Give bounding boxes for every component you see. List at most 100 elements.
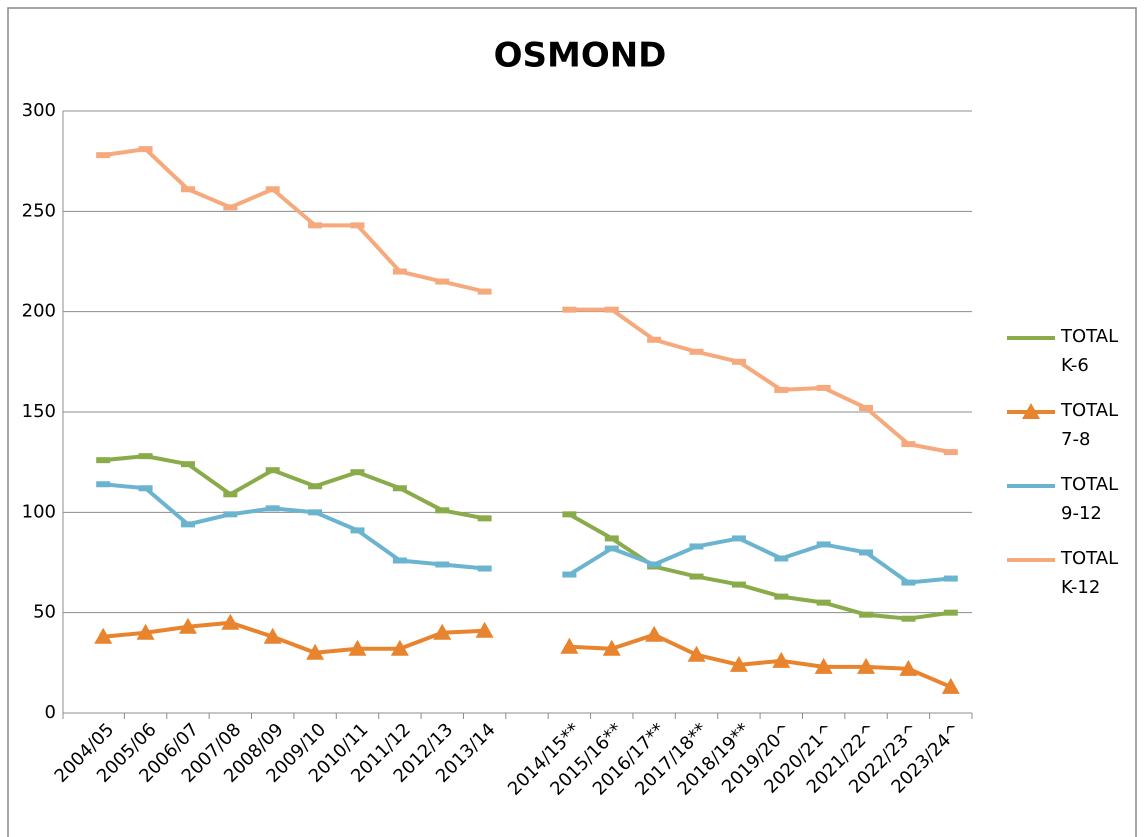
point-marker (859, 549, 874, 556)
point-marker (859, 404, 874, 411)
point-marker (392, 485, 407, 492)
point-marker (223, 491, 238, 498)
point-marker (96, 481, 111, 488)
point-marker (604, 535, 619, 542)
point-marker (94, 627, 113, 644)
y-tick-label: 0 (45, 702, 56, 723)
legend-item: TOTAL 7-8 (1005, 396, 1135, 470)
point-marker (731, 581, 746, 588)
point-marker (943, 575, 958, 582)
point-marker (602, 639, 621, 656)
point-marker (901, 615, 916, 622)
point-marker (223, 511, 238, 518)
legend-swatch (1007, 558, 1055, 562)
series-line (103, 620, 952, 689)
point-marker (731, 358, 746, 365)
point-marker (689, 543, 704, 550)
point-marker (136, 623, 155, 640)
point-marker (96, 457, 111, 464)
point-marker (899, 659, 918, 676)
point-marker (96, 152, 111, 159)
point-marker (647, 336, 662, 343)
point-marker (221, 613, 240, 630)
point-marker (477, 288, 492, 295)
legend-item: TOTAL K-12 (1005, 544, 1135, 618)
chart-frame (7, 7, 1137, 837)
legend-marker (1022, 403, 1040, 419)
point-marker (350, 527, 365, 534)
point-marker (774, 593, 789, 600)
point-marker (560, 637, 579, 654)
point-marker (814, 657, 833, 674)
point-marker (265, 505, 280, 512)
point-marker (731, 535, 746, 542)
point-marker (435, 507, 450, 514)
point-marker (138, 485, 153, 492)
legend-swatch (1007, 336, 1055, 340)
chart-title: OSMOND (494, 36, 667, 76)
y-tick-label: 250 (22, 200, 56, 221)
point-marker (263, 627, 282, 644)
point-marker (689, 348, 704, 355)
point-marker (178, 617, 197, 634)
point-marker (180, 461, 195, 468)
legend: TOTAL K-6 TOTAL 7-8 TOTAL 9-12 TOTAL K-12 (1005, 322, 1135, 618)
point-marker (138, 146, 153, 153)
point-marker (816, 541, 831, 548)
legend-swatch (1007, 403, 1055, 419)
point-marker (392, 268, 407, 275)
point-marker (647, 561, 662, 568)
point-marker (774, 386, 789, 393)
legend-label: TOTAL K-6 (1061, 326, 1119, 376)
point-marker (562, 306, 577, 313)
point-marker (859, 611, 874, 618)
point-marker (306, 643, 325, 660)
point-marker (138, 453, 153, 460)
point-marker (604, 545, 619, 552)
point-marker (816, 599, 831, 606)
point-marker (477, 515, 492, 522)
point-marker (941, 677, 960, 694)
point-marker (857, 657, 876, 674)
point-marker (392, 557, 407, 564)
legend-label: TOTAL K-12 (1061, 548, 1119, 598)
legend-item: TOTAL 9-12 (1005, 470, 1135, 544)
point-marker (348, 639, 367, 656)
point-marker (265, 186, 280, 193)
point-marker (223, 204, 238, 211)
point-marker (604, 306, 619, 313)
series-line (103, 482, 951, 585)
series-line (103, 454, 952, 621)
legend-label: TOTAL 9-12 (1061, 474, 1119, 524)
point-marker (350, 222, 365, 229)
point-marker (901, 579, 916, 586)
point-marker (435, 278, 450, 285)
y-tick-label: 100 (22, 501, 56, 522)
legend-item: TOTAL K-6 (1005, 322, 1135, 396)
y-tick-label: 200 (22, 301, 56, 322)
point-marker (477, 565, 492, 572)
y-tick-label: 150 (22, 401, 56, 422)
point-marker (943, 449, 958, 456)
point-marker (729, 655, 748, 672)
point-marker (943, 609, 958, 616)
point-marker (308, 509, 323, 516)
y-tick-label: 300 (22, 100, 56, 121)
point-marker (562, 571, 577, 578)
point-marker (562, 511, 577, 518)
point-marker (689, 573, 704, 580)
point-marker (435, 561, 450, 568)
point-marker (308, 222, 323, 229)
point-marker (687, 645, 706, 662)
series-line (102, 147, 952, 455)
point-marker (901, 441, 916, 448)
point-marker (390, 639, 409, 656)
point-marker (772, 651, 791, 668)
point-marker (816, 384, 831, 391)
point-marker (180, 186, 195, 193)
legend-label: TOTAL 7-8 (1061, 400, 1119, 450)
point-marker (645, 625, 664, 642)
point-marker (433, 623, 452, 640)
